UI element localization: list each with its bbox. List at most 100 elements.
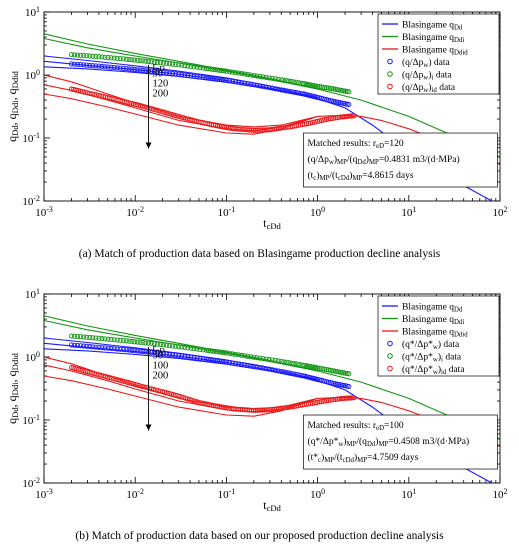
plot-frame [43, 11, 501, 202]
data-point [129, 347, 135, 353]
data-point [123, 56, 129, 62]
x-tick-label: 101 [401, 487, 416, 501]
x-tick-label: 10-2 [126, 205, 144, 219]
data-point [157, 60, 163, 66]
data-point [322, 398, 328, 404]
data-point [117, 56, 123, 62]
data-point [254, 364, 260, 370]
matched-results-line: (t*c)MP/(tcDd)MP=4.7509 days [307, 452, 418, 464]
data-point [182, 63, 188, 69]
data-point [68, 61, 75, 67]
matched-results-box [303, 132, 498, 188]
matched-results-line: Matched results: reD=120 [307, 139, 403, 150]
data-point [102, 345, 108, 351]
x-tick-label: 10-1 [218, 205, 236, 219]
data-point [260, 356, 266, 362]
data-point [182, 115, 189, 121]
data-point [263, 366, 269, 372]
data-point [170, 352, 176, 358]
x-axis-label: tcDd [263, 216, 281, 231]
data-point [167, 343, 173, 349]
x-tick-label: 10-2 [126, 487, 144, 501]
data-point [283, 88, 289, 94]
data-point [272, 367, 278, 373]
data-point [182, 344, 188, 350]
data-point [137, 67, 143, 73]
data-point [194, 355, 200, 361]
data-point [84, 343, 90, 349]
data-point [288, 370, 294, 376]
data-point [170, 61, 176, 67]
data-point [191, 64, 197, 70]
data-point [140, 349, 146, 355]
data-point [221, 77, 227, 83]
data-point [148, 349, 154, 356]
data-point [143, 58, 149, 64]
data-point [151, 386, 157, 393]
data-point [126, 66, 132, 72]
data-point [257, 355, 263, 361]
data-point [90, 344, 96, 350]
y-tick-label: 100 [25, 68, 40, 82]
data-point [163, 351, 170, 357]
data-point [91, 91, 97, 97]
data-point [283, 369, 289, 375]
data-point [233, 70, 239, 76]
data-point [105, 55, 111, 61]
data-point [151, 341, 157, 347]
data-point [143, 340, 149, 346]
data-point [81, 334, 87, 340]
data-point [275, 368, 281, 374]
data-point [248, 354, 254, 360]
data-point [153, 387, 159, 393]
data-point [178, 114, 184, 120]
data-point [117, 337, 123, 343]
data-point [123, 66, 129, 72]
data-point [75, 61, 81, 67]
data-point [144, 385, 150, 391]
caption-b: (b) Match of production data based on ou… [75, 530, 444, 542]
data-point [189, 117, 195, 123]
data-point [275, 76, 281, 82]
data-point [78, 62, 84, 68]
data-point [180, 115, 186, 121]
data-point [105, 345, 111, 351]
reD-arrow-head [145, 424, 152, 431]
data-point [188, 73, 194, 79]
data-point [134, 348, 140, 354]
data-point [182, 353, 188, 360]
data-point [93, 335, 99, 341]
data-point [114, 55, 120, 61]
data-point [139, 103, 145, 109]
data-point [263, 84, 269, 90]
data-point [132, 66, 138, 73]
data-point [272, 357, 278, 364]
legend-label: (q*/Δp*w)i data [402, 352, 462, 364]
legend-label: (q/Δpw)i data [402, 70, 452, 82]
data-point [187, 397, 193, 403]
data-point [236, 79, 242, 85]
data-point [179, 353, 185, 359]
data-point [266, 85, 272, 91]
data-point [114, 65, 120, 71]
data-point [140, 67, 146, 73]
data-point [239, 361, 245, 368]
data-point [93, 53, 99, 60]
data-point [89, 370, 95, 376]
data-point [176, 62, 182, 68]
data-point [155, 388, 161, 394]
data-point [179, 344, 185, 350]
data-point [194, 74, 200, 80]
data-point [87, 369, 93, 376]
reD-value: 50 [153, 350, 164, 361]
data-point [236, 70, 242, 76]
data-point [151, 68, 157, 75]
data-point [151, 106, 157, 112]
data-point [137, 58, 143, 64]
data-point [84, 369, 91, 375]
matched-results-line: (q*/Δp*w)MP/(qDd)MP=0.4508 m3/(d·MPa) [307, 436, 469, 448]
data-point [102, 54, 108, 60]
data-point [182, 395, 189, 401]
data-point [221, 350, 227, 356]
data-point [332, 396, 339, 403]
